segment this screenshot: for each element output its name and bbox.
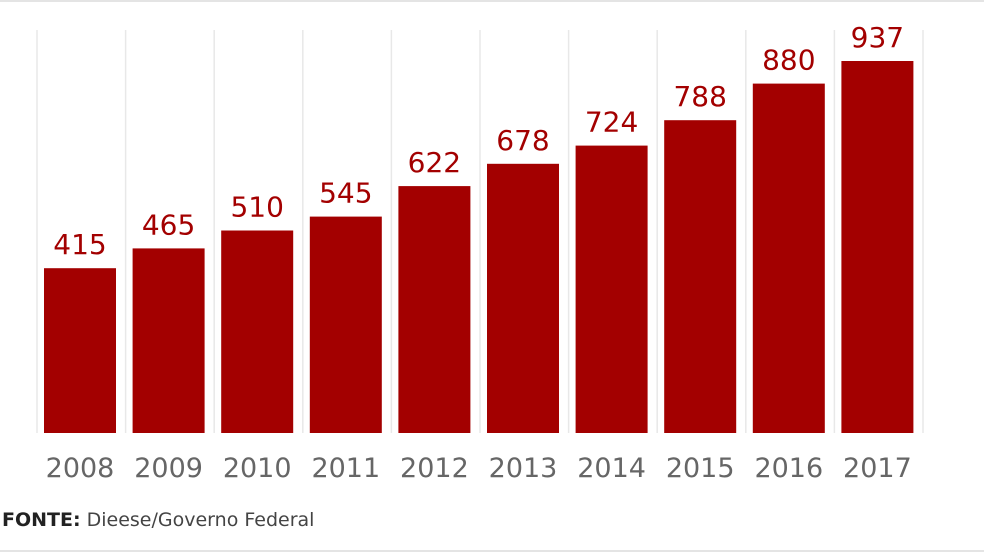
source-note: FONTE: Dieese/Governo Federal: [2, 509, 314, 531]
top-divider: [0, 0, 984, 2]
x-tick-label-2014: 2014: [577, 453, 646, 484]
bar-layer: [44, 61, 914, 434]
value-label-2013: 678: [496, 124, 549, 157]
value-label-2016: 880: [762, 44, 815, 77]
x-tick-label-2017: 2017: [843, 453, 912, 484]
source-text: Dieese/Governo Federal: [86, 509, 315, 531]
bar-2009: [132, 248, 205, 433]
bottom-divider: [0, 550, 984, 552]
grid-layer: [36, 30, 924, 433]
value-label-2009: 465: [142, 208, 195, 241]
bar-2010: [221, 230, 294, 433]
tick-label-layer: 2008 2009 2010 2011 2012 2013 2014 2015 2016 2017: [46, 453, 912, 484]
bar-2015: [664, 120, 737, 433]
x-tick-label-2010: 2010: [223, 453, 292, 484]
bar-2016: [752, 83, 825, 433]
value-label-2014: 724: [585, 106, 638, 139]
value-label-2015: 788: [673, 80, 726, 113]
x-tick-label-2012: 2012: [400, 453, 469, 484]
value-label-2012: 622: [408, 146, 461, 179]
value-label-2008: 415: [53, 228, 106, 261]
value-label-layer: 415 465 510 545 622 678 724 788 880 937: [53, 21, 904, 261]
value-label-2010: 510: [230, 191, 283, 224]
bar-2017: [841, 61, 914, 433]
value-label-2011: 545: [319, 177, 372, 210]
x-tick-label-2008: 2008: [46, 453, 115, 484]
x-tick-label-2015: 2015: [666, 453, 735, 484]
bar-2013: [487, 163, 559, 434]
bar-2008: [44, 268, 116, 433]
x-tick-label-2011: 2011: [311, 453, 380, 484]
x-tick-label-2009: 2009: [134, 453, 203, 484]
source-label: FONTE:: [2, 509, 81, 531]
value-label-2017: 937: [851, 21, 904, 54]
bar-2012: [398, 186, 471, 433]
bar-2014: [575, 145, 648, 433]
bar-2011: [309, 216, 382, 433]
x-tick-label-2013: 2013: [489, 453, 558, 484]
x-tick-label-2016: 2016: [754, 453, 823, 484]
